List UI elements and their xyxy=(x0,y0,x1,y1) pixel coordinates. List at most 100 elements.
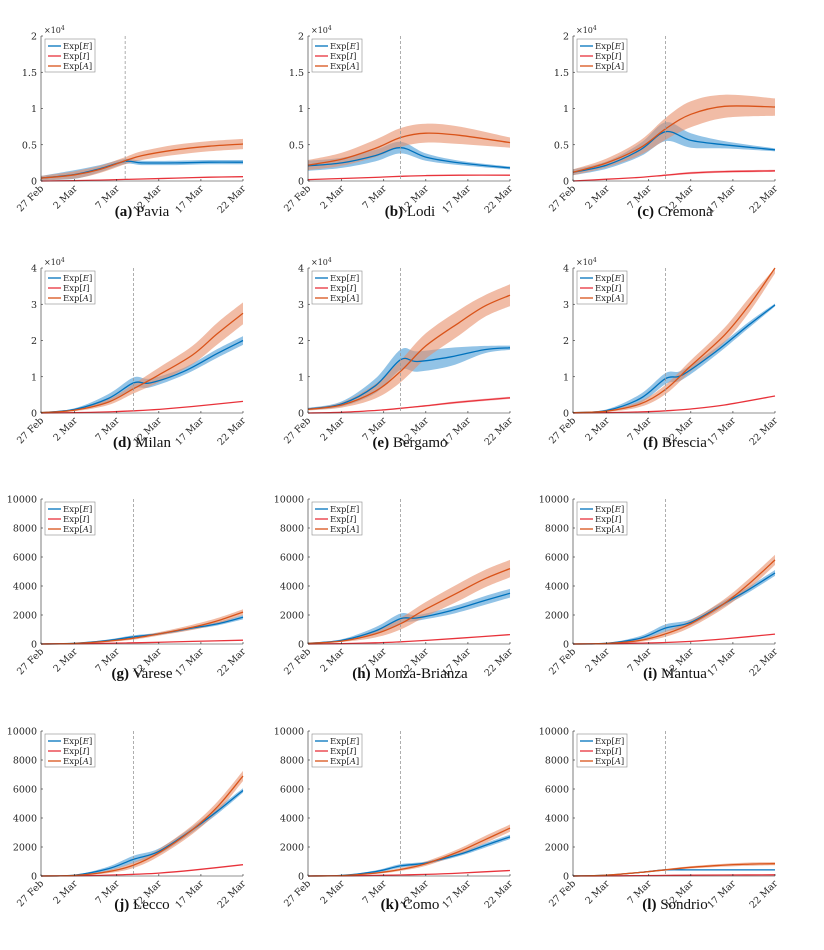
caption-letter: (g) xyxy=(111,666,130,682)
y-tick-label: 2000 xyxy=(280,611,304,622)
y-tick-label: 0 xyxy=(563,409,569,420)
y-scale-multiplier: ×104 xyxy=(44,25,65,35)
y-tick-label: 3 xyxy=(31,300,37,311)
legend-label-I: Exp[I] xyxy=(330,747,356,757)
y-scale-multiplier: ×104 xyxy=(576,257,597,267)
y-tick-label: 1 xyxy=(563,372,569,383)
series-line-E xyxy=(40,339,244,414)
panel-caption: (g) Varese xyxy=(42,666,242,683)
legend-label-A: Exp[A] xyxy=(330,757,359,767)
band-E xyxy=(308,345,510,411)
caption-letter: (i) xyxy=(643,666,658,682)
caption-title: Pavia xyxy=(132,204,170,220)
legend-label-A: Exp[A] xyxy=(63,294,92,304)
legend-label-I: Exp[I] xyxy=(595,52,621,62)
legend-label-I: Exp[I] xyxy=(595,747,621,757)
y-tick-label: 2 xyxy=(31,32,37,43)
panel-caption: (k) Como xyxy=(310,897,510,914)
y-tick-label: 1.5 xyxy=(289,68,304,79)
caption-letter: (c) xyxy=(637,204,654,220)
band-I xyxy=(573,169,775,181)
y-tick-label: 0.5 xyxy=(289,140,304,151)
y-tick-label: 1.5 xyxy=(554,68,569,79)
caption-title: Cremona xyxy=(653,204,713,220)
band-A xyxy=(41,770,243,877)
panel-caption: (j) Lecco xyxy=(42,897,242,914)
y-tick-label: 0 xyxy=(563,872,569,883)
legend-label-A: Exp[A] xyxy=(63,525,92,535)
legend-label-A: Exp[A] xyxy=(595,757,624,767)
band-A xyxy=(41,138,243,181)
caption-letter: (e) xyxy=(372,435,390,451)
series-line-E xyxy=(572,304,776,414)
legend-label-E: Exp[E] xyxy=(595,737,624,747)
caption-letter: (f) xyxy=(643,435,659,451)
y-tick-label: 10000 xyxy=(7,727,37,738)
y-tick-label: 3 xyxy=(298,300,304,311)
legend-label-A: Exp[A] xyxy=(63,62,92,72)
caption-title: Bergamo xyxy=(389,435,448,451)
y-tick-label: 8000 xyxy=(13,524,37,535)
caption-title: Monza-Brianza xyxy=(370,666,468,682)
y-tick-label: 6000 xyxy=(545,785,569,796)
series-line-A xyxy=(572,267,776,414)
y-tick-label: 2 xyxy=(298,32,304,43)
y-tick-label: 4000 xyxy=(280,582,304,593)
legend-label-E: Exp[E] xyxy=(63,274,92,284)
legend-label-A: Exp[A] xyxy=(595,525,624,535)
legend-label-I: Exp[I] xyxy=(595,515,621,525)
legend-label-I: Exp[I] xyxy=(63,747,89,757)
y-tick-label: 2 xyxy=(298,336,304,347)
band-E xyxy=(573,122,775,176)
caption-title: Lodi xyxy=(403,204,436,220)
y-tick-label: 2000 xyxy=(545,843,569,854)
y-tick-label: 0 xyxy=(31,640,37,651)
legend-label-I: Exp[I] xyxy=(330,52,356,62)
caption-title: Como xyxy=(398,897,440,913)
legend-label-E: Exp[E] xyxy=(330,737,359,747)
caption-letter: (h) xyxy=(352,666,371,682)
series-line-A xyxy=(572,559,776,645)
y-tick-label: 2 xyxy=(31,336,37,347)
caption-letter: (l) xyxy=(642,897,657,913)
y-tick-label: 1 xyxy=(31,372,37,383)
y-tick-label: 10000 xyxy=(7,495,37,506)
y-tick-label: 4000 xyxy=(545,814,569,825)
panel-caption: (c) Cremona xyxy=(575,204,775,221)
caption-letter: (k) xyxy=(380,897,399,913)
y-tick-label: 0 xyxy=(298,409,304,420)
series-line-A xyxy=(307,567,511,644)
y-tick-label: 2000 xyxy=(13,611,37,622)
y-scale-multiplier: ×104 xyxy=(311,257,332,267)
legend-label-I: Exp[I] xyxy=(330,284,356,294)
y-tick-label: 0 xyxy=(563,640,569,651)
y-scale-multiplier: ×104 xyxy=(576,25,597,35)
caption-title: Milan xyxy=(131,435,171,451)
legend-label-E: Exp[E] xyxy=(330,505,359,515)
y-tick-label: 10000 xyxy=(274,495,304,506)
y-tick-label: 4000 xyxy=(13,582,37,593)
legend-label-I: Exp[I] xyxy=(63,52,89,62)
legend-label-E: Exp[E] xyxy=(330,274,359,284)
series-line-A xyxy=(40,312,244,414)
legend-label-A: Exp[A] xyxy=(595,294,624,304)
y-tick-label: 2000 xyxy=(280,843,304,854)
y-tick-label: 0 xyxy=(298,640,304,651)
legend-label-A: Exp[A] xyxy=(330,525,359,535)
y-tick-label: 8000 xyxy=(545,756,569,767)
panel-caption: (d) Milan xyxy=(42,435,242,452)
caption-title: Varese xyxy=(129,666,173,682)
legend-label-E: Exp[E] xyxy=(63,42,92,52)
legend-label-E: Exp[E] xyxy=(63,505,92,515)
y-tick-label: 10000 xyxy=(274,727,304,738)
caption-title: Sondrio xyxy=(656,897,708,913)
legend-label-E: Exp[E] xyxy=(595,505,624,515)
y-tick-label: 0.5 xyxy=(22,140,37,151)
y-tick-label: 10000 xyxy=(539,495,569,506)
